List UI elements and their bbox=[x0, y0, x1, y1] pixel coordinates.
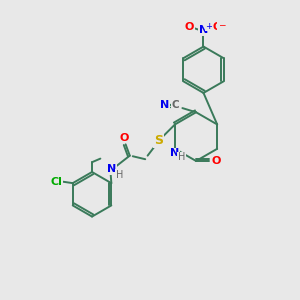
Text: O: O bbox=[211, 156, 221, 166]
Text: N: N bbox=[107, 164, 117, 174]
Text: H: H bbox=[116, 170, 123, 180]
Text: +: + bbox=[205, 22, 213, 31]
Text: N: N bbox=[160, 100, 169, 110]
Text: −: − bbox=[218, 21, 225, 30]
Text: O: O bbox=[185, 22, 194, 32]
Text: O: O bbox=[120, 133, 129, 143]
Text: H: H bbox=[178, 152, 185, 162]
Text: N: N bbox=[170, 148, 180, 158]
Text: Cl: Cl bbox=[51, 177, 63, 187]
Text: C: C bbox=[171, 100, 179, 110]
Text: N: N bbox=[199, 25, 208, 35]
Text: S: S bbox=[154, 134, 163, 147]
Text: O: O bbox=[213, 22, 222, 32]
